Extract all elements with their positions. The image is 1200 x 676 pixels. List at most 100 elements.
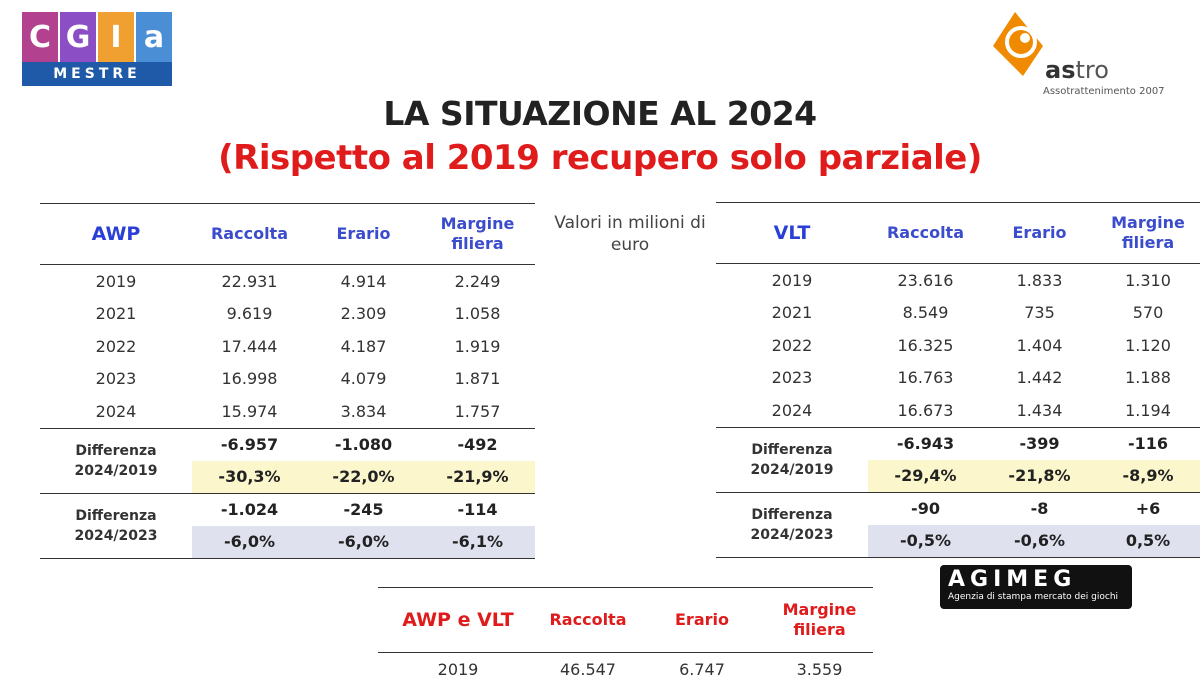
- difference-value: -8: [1030, 499, 1049, 518]
- astro-subtitle: Assotrattenimento 2007: [1043, 86, 1165, 97]
- difference-block: Differenza 2024/2023 -1.024 -245 -114 -6,0% -6…: [40, 492, 535, 559]
- difference-value: -90: [911, 499, 940, 518]
- value-cell: 1.194: [1125, 400, 1171, 420]
- year-cell: 2023: [771, 368, 813, 388]
- difference-percent: -21,8%: [1008, 466, 1071, 485]
- difference-period: 2024/2019: [74, 462, 158, 479]
- difference-absolute-row: -90 -8 +6: [868, 493, 1200, 525]
- difference-absolute-row: -1.024 -245 -114: [192, 494, 535, 526]
- difference-value: +6: [1135, 499, 1161, 518]
- awp-header: AWP Raccolta Erario Margine filiera: [40, 203, 535, 265]
- difference-absolute-row: -6.957 -1.080 -492: [192, 429, 535, 461]
- difference-label-line: Differenza: [75, 442, 157, 459]
- value-cell: 4.187: [340, 336, 387, 356]
- cgia-subtitle: MESTRE: [22, 62, 172, 86]
- difference-percent: -30,3%: [218, 467, 281, 486]
- difference-percent: -0,5%: [899, 531, 951, 550]
- table-row: 2019 22.931 4.914 2.249: [40, 265, 535, 298]
- difference-percent: -6,0%: [223, 532, 275, 551]
- difference-block: Differenza 2024/2023 -90 -8 +6 -0,5% -0,6% 0,5%: [716, 491, 1200, 558]
- cgia-letter: I: [98, 12, 136, 62]
- difference-label: Differenza 2024/2019: [716, 428, 868, 492]
- difference-percent: 0,5%: [1125, 531, 1171, 550]
- col-margine-filiera: Margine filiera: [782, 600, 857, 639]
- difference-label: Differenza 2024/2023: [40, 494, 192, 558]
- year-cell: 2019: [771, 270, 813, 290]
- difference-value: -399: [1019, 434, 1060, 453]
- vlt-table: VLT Raccolta Erario Margine filiera 2019…: [716, 202, 1200, 558]
- year-cell: 2023: [95, 369, 137, 389]
- cgia-letter: a: [136, 12, 172, 62]
- value-cell: 16.763: [897, 368, 954, 388]
- difference-period: 2024/2023: [74, 527, 158, 544]
- year-cell: 2024: [771, 400, 813, 420]
- year-cell: 2019: [95, 271, 137, 291]
- difference-value: -6.957: [220, 435, 279, 454]
- value-cell: 16.673: [897, 400, 954, 420]
- year-cell: 2021: [771, 303, 813, 323]
- difference-percent-row: -0,5% -0,6% 0,5%: [868, 524, 1200, 557]
- cgia-letter: C: [22, 12, 60, 62]
- difference-block: Differenza 2024/2019 -6.957 -1.080 -492 -30,3…: [40, 427, 535, 493]
- value-cell: 1.757: [454, 401, 501, 421]
- value-cell: 1.871: [454, 369, 501, 389]
- value-cell: 1.442: [1016, 368, 1063, 388]
- difference-label: Differenza 2024/2019: [40, 429, 192, 493]
- col-erario: Erario: [336, 224, 391, 243]
- year-cell: 2024: [95, 401, 137, 421]
- table-row: 2023 16.763 1.442 1.188: [716, 362, 1200, 395]
- col-erario: Erario: [1012, 223, 1067, 242]
- difference-value: -492: [457, 435, 498, 454]
- value-cell: 1.188: [1125, 368, 1171, 388]
- value-cell: 2.249: [454, 271, 501, 291]
- value-cell: 735: [1024, 303, 1055, 323]
- year-cell: 2021: [95, 304, 137, 324]
- difference-percent: -6,0%: [337, 532, 389, 551]
- awp-table: AWP Raccolta Erario Margine filiera 2019…: [40, 203, 535, 559]
- agimeg-subtitle: Agenzia di stampa mercato dei giochi: [948, 592, 1119, 602]
- difference-value: -245: [343, 500, 384, 519]
- col-erario: Erario: [675, 610, 729, 629]
- awp-vlt-label: AWP e VLT: [402, 609, 514, 631]
- value-cell: 1.310: [1125, 270, 1171, 290]
- difference-label-line: Differenza: [751, 441, 833, 458]
- awp-vlt-rows: 2019 46.547 6.747 3.559: [378, 653, 873, 676]
- difference-value: -114: [457, 500, 498, 519]
- value-cell: 8.549: [902, 303, 949, 323]
- difference-label-line: Differenza: [75, 507, 157, 524]
- col-margine-filiera: Margine filiera: [440, 214, 515, 253]
- value-cell: 9.619: [226, 304, 273, 324]
- astro-logo: astro Assotrattenimento 2007: [985, 6, 1185, 100]
- value-cell: 1.058: [454, 304, 501, 324]
- difference-label: Differenza 2024/2023: [716, 493, 868, 557]
- difference-period: 2024/2023: [750, 526, 834, 543]
- value-cell: 22.931: [221, 271, 278, 291]
- value-cell: 1.919: [454, 336, 501, 356]
- table-row: 2021 8.549 735 570: [716, 297, 1200, 330]
- difference-value: -1.024: [220, 500, 279, 519]
- value-cell: 4.079: [340, 369, 387, 389]
- vlt-rows: 2019 23.616 1.833 1.310 2021 8.549 735 570 2022 1…: [716, 264, 1200, 558]
- awp-vlt-table: AWP e VLT Raccolta Erario Margine filier…: [378, 587, 873, 676]
- table-row: 2023 16.998 4.079 1.871: [40, 363, 535, 396]
- difference-percent: -21,9%: [446, 467, 509, 486]
- col-raccolta: Raccolta: [549, 610, 627, 629]
- difference-percent: -29,4%: [894, 466, 957, 485]
- value-cell: 3.834: [340, 401, 387, 421]
- col-margine-filiera: Margine filiera: [1111, 213, 1185, 252]
- value-cell: 570: [1132, 303, 1164, 323]
- units-note: Valori in milioni di euro: [554, 213, 706, 255]
- value-cell: 1.120: [1125, 335, 1171, 355]
- table-row: 2022 17.444 4.187 1.919: [40, 330, 535, 363]
- value-cell: 1.404: [1016, 335, 1063, 355]
- year-cell: 2022: [771, 335, 813, 355]
- year-cell: 2022: [95, 336, 137, 356]
- difference-absolute-row: -6.943 -399 -116: [868, 428, 1200, 460]
- awp-rows: 2019 22.931 4.914 2.249 2021 9.619 2.309 1.058 2…: [40, 265, 535, 559]
- table-row: 2021 9.619 2.309 1.058: [40, 298, 535, 331]
- value-cell: 1.833: [1016, 270, 1063, 290]
- agimeg-logo: AGIMEG Agenzia di stampa mercato dei gio…: [940, 565, 1132, 609]
- col-raccolta: Raccolta: [886, 223, 964, 242]
- value-cell: 2.309: [340, 304, 387, 324]
- vlt-header: VLT Raccolta Erario Margine filiera: [716, 202, 1200, 264]
